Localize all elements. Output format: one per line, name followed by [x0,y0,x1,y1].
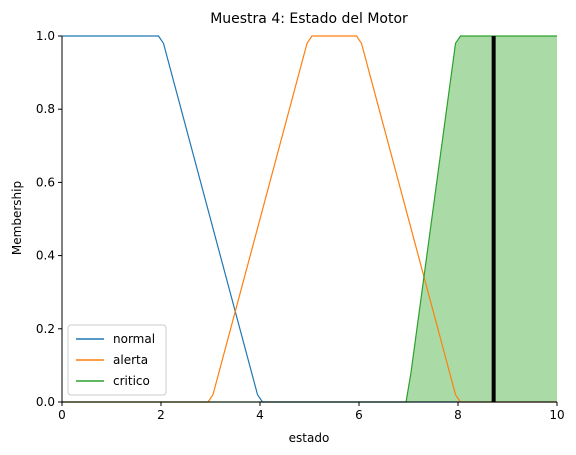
x-tick-label: 0 [58,408,66,422]
x-tick-label: 10 [549,408,564,422]
y-tick-label: 0.6 [36,175,55,189]
legend-label-normal: normal [113,332,155,346]
y-tick-label: 0.2 [36,322,55,336]
y-tick-label: 0.4 [36,249,55,263]
legend-label-critico: critico [113,374,150,388]
x-tick-label: 4 [256,408,264,422]
x-tick-label: 2 [157,408,165,422]
x-tick-label: 8 [454,408,462,422]
series-line-alerta [62,35,557,403]
x-tick-label: 6 [355,408,363,422]
y-tick-label: 1.0 [36,29,55,43]
y-tick-label: 0.0 [36,395,55,409]
axes-layer [61,36,557,403]
x-axis-label: estado [289,431,330,445]
y-axis-label: Membership [10,181,24,255]
legend-label-alerta: alerta [113,353,148,367]
y-tick-label: 0.8 [36,102,55,116]
chart-title: Muestra 4: Estado del Motor [210,11,408,27]
legend-box [67,324,167,396]
ticks-layer: 0 2 4 6 8 10 0.0 0.2 0.4 0.6 0.8 1.0 [36,29,565,422]
legend: normal alerta critico [67,324,167,396]
